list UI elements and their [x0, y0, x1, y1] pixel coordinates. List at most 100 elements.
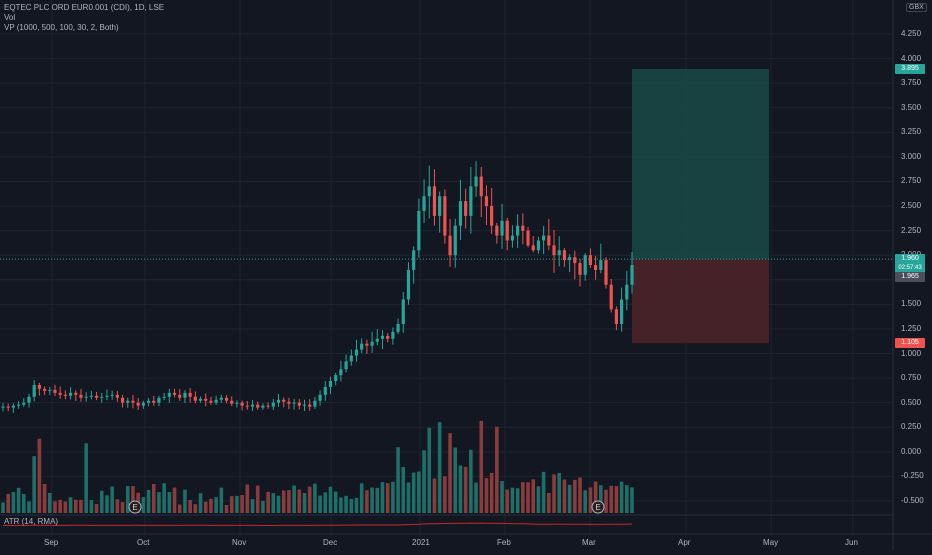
y-tick-label: 3.750 [901, 78, 922, 88]
candle-body [230, 400, 234, 404]
volume-bar [505, 489, 510, 513]
candle-body [401, 299, 405, 325]
candle-body [334, 375, 338, 382]
candle-body [406, 269, 411, 300]
volume-bar [42, 483, 47, 513]
volume-bar [21, 494, 26, 513]
volume-bar [79, 499, 83, 513]
candle-body [261, 405, 265, 408]
candle-body [432, 186, 437, 216]
candle-body [53, 389, 57, 393]
currency-badge[interactable]: GBX [906, 3, 927, 12]
volume-bar [302, 493, 307, 513]
volume-bar [391, 481, 395, 513]
candle-body [162, 396, 166, 398]
candle-body [547, 235, 551, 246]
candle-body [370, 341, 374, 346]
candle-body [500, 220, 504, 236]
candle-body [79, 394, 83, 398]
volume-bar [84, 443, 88, 513]
volume-bar [1, 502, 5, 513]
candle-body [282, 399, 286, 402]
candle-body [417, 210, 421, 251]
candle-body [209, 400, 213, 403]
volume-bar [318, 495, 322, 513]
volume-bar [453, 447, 458, 513]
candle-body [542, 235, 546, 241]
volume-bar [125, 486, 130, 513]
volume-bar [422, 450, 426, 513]
candle-body [573, 257, 577, 264]
candle-body [313, 400, 317, 407]
candle-body [474, 176, 478, 187]
volume-bar [16, 487, 21, 513]
volume-bar [484, 478, 489, 513]
candle-body [256, 404, 260, 408]
volume-bar [292, 485, 296, 513]
volume-bar [479, 420, 484, 513]
volume-bar [562, 479, 567, 513]
volume-bar [432, 478, 437, 513]
volume-bar [515, 488, 520, 513]
candle-body [240, 402, 244, 406]
volume-bar [333, 491, 338, 513]
candle-body [594, 265, 598, 270]
candle-body [141, 402, 145, 406]
volume-bar [443, 476, 447, 513]
candle-body [219, 397, 223, 400]
candle-body [583, 255, 587, 275]
volume-legend[interactable]: Vol [4, 13, 16, 22]
candle-body [276, 399, 281, 403]
candle-body [172, 392, 177, 395]
volume-bar [380, 482, 385, 513]
x-tick-label: Oct [137, 538, 150, 547]
volume-bar [448, 433, 452, 513]
volume-bar [339, 497, 343, 513]
earnings-marker [591, 500, 605, 514]
volume-bar [604, 489, 608, 513]
earnings-marker-label: E [595, 503, 600, 512]
volume-bar [146, 489, 151, 513]
candle-body [110, 394, 114, 396]
y-tick-label: 0.500 [901, 397, 922, 407]
volume-bar [240, 495, 244, 513]
candle-body [323, 386, 327, 395]
volume-profile-legend[interactable]: VP (1000, 500, 100, 30, 2, Both) [4, 23, 119, 32]
y-tick-label: 3.000 [901, 151, 922, 161]
candle-body [235, 402, 239, 404]
x-tick-label: Jun [845, 538, 858, 547]
candle-body [412, 250, 416, 270]
candle-body [354, 349, 359, 356]
candle-body [448, 235, 452, 256]
candle-body [100, 396, 104, 398]
volume-bar [313, 483, 317, 513]
volume-bar [406, 482, 411, 513]
candle-body [302, 404, 307, 406]
volume-bar [266, 491, 270, 513]
symbol-legend[interactable]: EQTEC PLC ORD EUR0.001 (CDI), 1D, LSE [4, 3, 165, 12]
volume-bar [417, 471, 421, 513]
candle-body [469, 186, 473, 216]
volume-bar [250, 499, 255, 513]
volume-bar [115, 499, 120, 513]
candle-body [526, 230, 530, 246]
volume-bar [630, 487, 634, 513]
volume-bar [567, 484, 572, 513]
volume-bar [349, 498, 354, 513]
candle-body [214, 399, 218, 403]
volume-bar [469, 449, 473, 513]
candle-body [287, 401, 291, 404]
volume-bar [157, 492, 161, 513]
volume-bar [500, 481, 504, 513]
volume-bar [131, 486, 135, 513]
atr-legend[interactable]: ATR (14, RMA) [4, 517, 59, 526]
candle-body [396, 324, 400, 332]
volume-bar [110, 486, 114, 513]
candle-body [557, 250, 561, 256]
volume-bar [307, 486, 312, 513]
candle-body [68, 392, 73, 396]
volume-bar [219, 487, 224, 513]
candle-body [516, 225, 520, 236]
stop-price-pill: 1.105 [895, 338, 925, 349]
